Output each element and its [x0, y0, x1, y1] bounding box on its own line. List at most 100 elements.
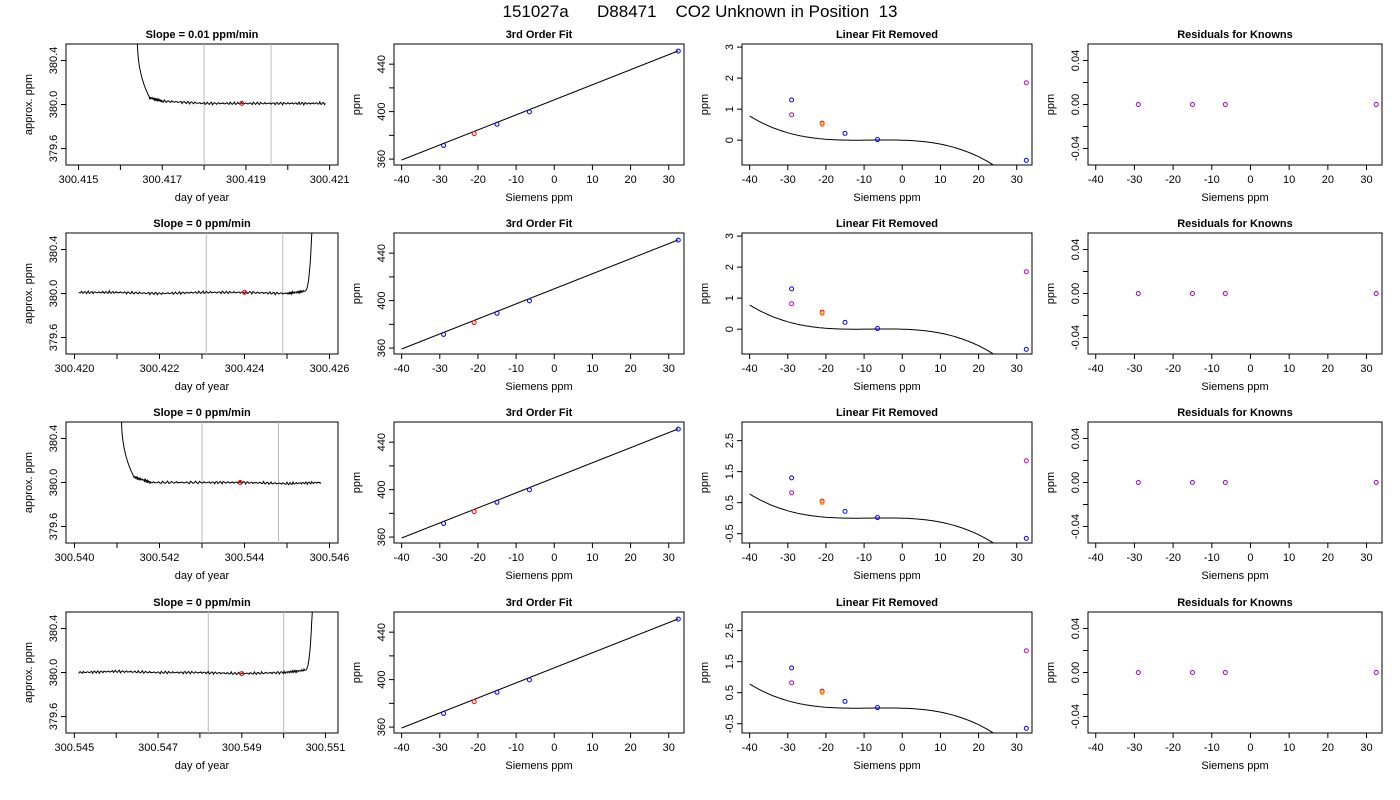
x-tick-label: 10: [1283, 552, 1295, 564]
x-axis-label: Siemens ppm: [505, 381, 572, 393]
y-tick-label: 1.5: [724, 464, 736, 479]
x-tick-label: 30: [1011, 742, 1023, 754]
data-point: [675, 237, 681, 243]
x-tick-label: -40: [742, 174, 758, 186]
x-tick-label: 30: [1011, 174, 1023, 186]
plot-area: [749, 458, 1029, 543]
y-tick-label: 380.4: [48, 615, 60, 643]
fit-line: [401, 618, 679, 729]
y-tick-label: 400: [376, 480, 388, 498]
x-axis-label: day of year: [175, 570, 230, 582]
data-point: [842, 508, 848, 514]
x-axis-label: day of year: [175, 192, 230, 204]
x-tick-label: 30: [1360, 363, 1372, 375]
y-tick-label: 379.6: [48, 135, 60, 163]
plot-area: [749, 269, 1029, 354]
y-axis-label: ppm: [1045, 94, 1057, 115]
x-tick-label: -40: [742, 363, 758, 375]
plot-frame: [393, 611, 685, 734]
data-point: [819, 122, 825, 128]
x-tick-label: 30: [663, 363, 675, 375]
concentration-trace: [78, 233, 313, 296]
x-tick-label: -30: [780, 742, 796, 754]
x-tick-label: 20: [972, 742, 984, 754]
x-tick-label: -40: [742, 552, 758, 564]
data-point: [1023, 269, 1029, 275]
x-axis-label: Siemens ppm: [1201, 760, 1268, 772]
plot-title: 3rd Order Fit: [506, 407, 573, 419]
plot-frame: [1087, 611, 1383, 734]
y-tick-label: 0.00: [1070, 94, 1082, 115]
x-tick-label: 0: [551, 552, 557, 564]
plot-title: Linear Fit Removed: [836, 597, 938, 609]
data-point: [441, 142, 447, 148]
x-axis-label: Siemens ppm: [853, 192, 920, 204]
x-tick-label: 20: [1322, 363, 1334, 375]
plot-title: Linear Fit Removed: [836, 218, 938, 230]
y-tick-label: 0.00: [1070, 472, 1082, 493]
x-axis-label: day of year: [175, 381, 230, 393]
x-tick-label: 300.546: [310, 552, 350, 564]
data-point: [819, 120, 825, 126]
data-point: [1373, 102, 1379, 107]
x-tick-label: 20: [624, 552, 636, 564]
data-point: [1135, 480, 1141, 485]
y-axis-label: ppm: [351, 94, 363, 115]
x-tick-label: 0: [551, 174, 557, 186]
plot-area: [136, 44, 326, 165]
y-tick-label: 380.0: [48, 469, 60, 497]
x-tick-label: -40: [394, 363, 410, 375]
data-point: [842, 698, 848, 704]
data-point: [1222, 480, 1228, 485]
x-tick-label: 0: [1247, 552, 1253, 564]
y-tick-label: 360: [376, 339, 388, 357]
plot-title: Linear Fit Removed: [836, 407, 938, 419]
y-tick-label: 400: [376, 291, 388, 309]
x-tick-label: 30: [1360, 174, 1372, 186]
x-tick-label: 300.551: [306, 742, 346, 754]
y-axis-label: approx. ppm: [23, 74, 35, 135]
data-point: [1023, 346, 1029, 352]
x-tick-label: 0: [899, 742, 905, 754]
y-tick-label: 1: [724, 295, 736, 301]
data-point: [494, 689, 500, 695]
y-tick-label: 379.6: [48, 324, 60, 352]
x-tick-label: 300.422: [140, 363, 180, 375]
fit-line: [401, 428, 679, 539]
x-tick-label: -30: [780, 363, 796, 375]
data-point: [1222, 102, 1228, 107]
y-tick-label: -0.04: [1070, 325, 1082, 350]
x-tick-label: 20: [624, 363, 636, 375]
x-tick-label: -10: [508, 363, 524, 375]
plot-area: [401, 616, 681, 729]
plot-title: Residuals for Knowns: [1177, 218, 1293, 230]
x-tick-label: 20: [1322, 552, 1334, 564]
fit-curve: [749, 493, 995, 543]
plot-frame: [741, 43, 1033, 166]
plot-title: 3rd Order Fit: [506, 218, 573, 230]
plot-title: 3rd Order Fit: [506, 597, 573, 609]
x-tick-label: 300.417: [142, 174, 182, 186]
plot-title: Residuals for Knowns: [1177, 597, 1293, 609]
x-axis-label: Siemens ppm: [853, 570, 920, 582]
x-tick-label: -20: [470, 174, 486, 186]
data-point: [471, 320, 477, 326]
plot-area: [78, 612, 313, 733]
x-tick-label: -40: [394, 552, 410, 564]
y-axis-label: approx. ppm: [23, 642, 35, 703]
data-point: [819, 311, 825, 317]
y-axis-label: ppm: [351, 472, 363, 493]
x-tick-label: 0: [899, 174, 905, 186]
y-tick-label: 440: [376, 55, 388, 73]
y-tick-label: -0.5: [724, 714, 736, 733]
x-tick-label: 10: [934, 174, 946, 186]
y-axis-label: ppm: [699, 94, 711, 115]
x-tick-label: 10: [586, 742, 598, 754]
y-tick-label: 2.5: [724, 623, 736, 638]
x-tick-label: 300.542: [140, 552, 180, 564]
x-tick-label: -30: [432, 363, 448, 375]
x-axis-label: Siemens ppm: [505, 570, 572, 582]
fit-line: [401, 50, 679, 161]
x-tick-label: -10: [856, 552, 872, 564]
y-tick-label: 379.6: [48, 513, 60, 541]
